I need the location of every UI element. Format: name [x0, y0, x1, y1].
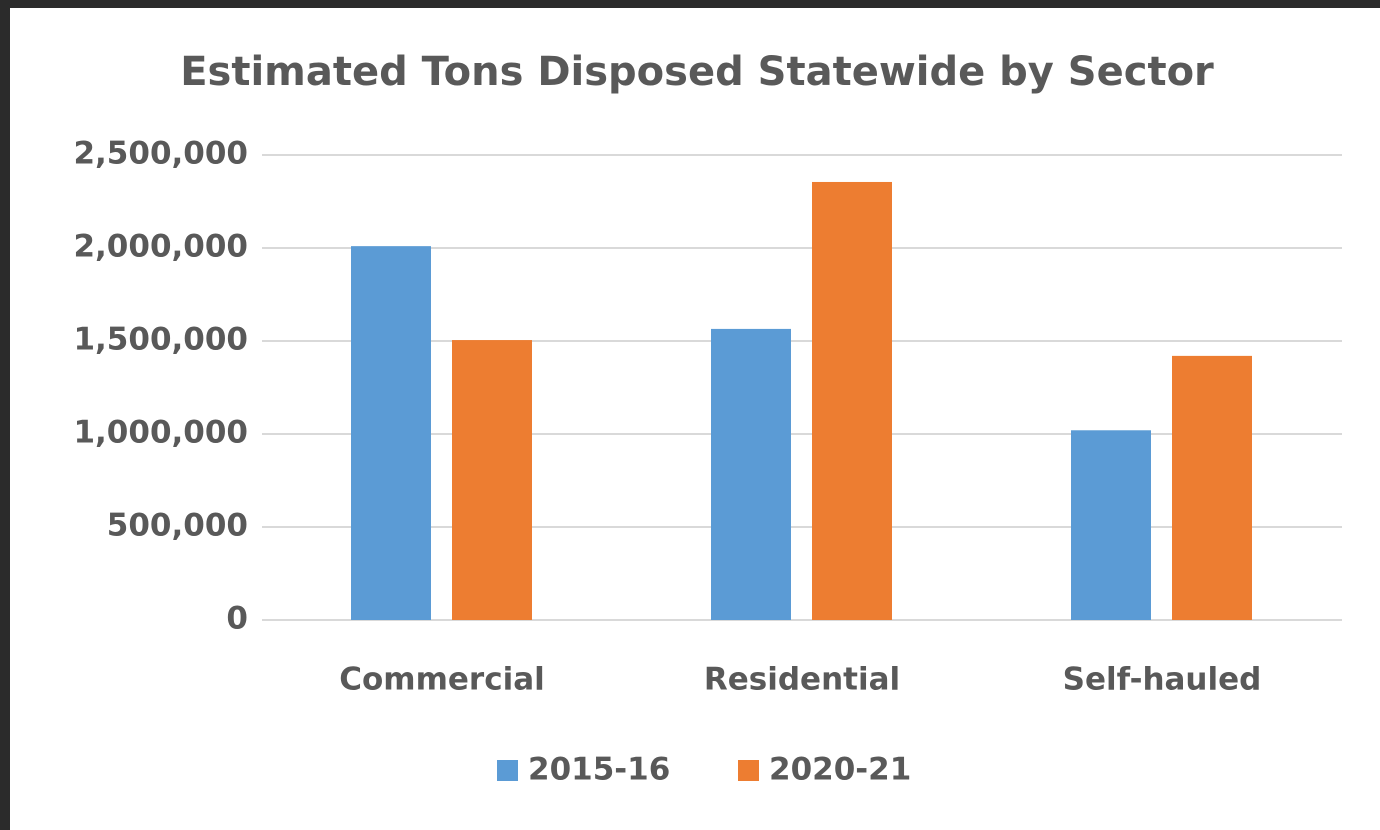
y-tick-label: 500,000	[107, 508, 248, 544]
bar	[1172, 355, 1252, 620]
bar	[452, 340, 532, 620]
bar	[812, 181, 892, 620]
x-tick-label: Commercial	[339, 662, 545, 698]
legend-swatch	[738, 760, 759, 781]
x-tick-label: Residential	[704, 662, 900, 698]
bar	[1071, 430, 1151, 620]
bar	[351, 246, 431, 620]
x-tick-label: Self-hauled	[1063, 662, 1262, 698]
y-tick-label: 0	[226, 601, 248, 637]
y-tick-label: 2,000,000	[73, 229, 248, 265]
chart-background	[10, 8, 1380, 830]
y-tick-label: 1,500,000	[73, 322, 248, 358]
legend-label: 2020-21	[769, 752, 911, 788]
legend-label: 2015-16	[528, 752, 670, 788]
y-tick-label: 1,000,000	[73, 415, 248, 451]
legend-swatch	[497, 760, 518, 781]
y-tick-label: 2,500,000	[73, 136, 248, 172]
chart-title: Estimated Tons Disposed Statewide by Sec…	[180, 49, 1214, 95]
bar	[711, 328, 791, 620]
